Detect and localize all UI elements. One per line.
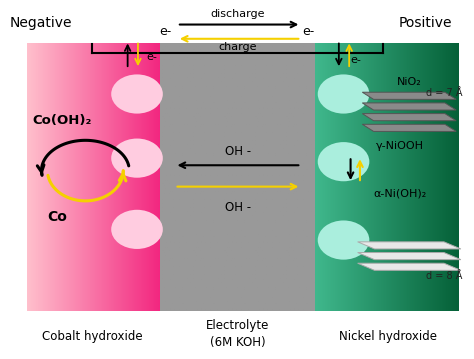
Text: Negative: Negative xyxy=(9,16,72,30)
Polygon shape xyxy=(362,124,456,131)
Text: NiO₂: NiO₂ xyxy=(397,76,421,87)
Text: OH -: OH - xyxy=(225,201,251,214)
Text: α-Ni(OH)₂: α-Ni(OH)₂ xyxy=(373,188,427,198)
Text: d = 8 Å: d = 8 Å xyxy=(426,271,462,281)
Text: Cobalt hydroxide: Cobalt hydroxide xyxy=(42,330,143,343)
Polygon shape xyxy=(357,263,461,270)
Text: e-: e- xyxy=(146,52,157,62)
Text: Electrolyte
(6M KOH): Electrolyte (6M KOH) xyxy=(206,320,270,349)
Circle shape xyxy=(318,220,369,260)
Text: e-: e- xyxy=(302,25,314,38)
Text: Nickel hydroxide: Nickel hydroxide xyxy=(339,330,437,343)
Polygon shape xyxy=(362,103,456,110)
Text: d = 7 Å: d = 7 Å xyxy=(426,88,462,98)
Text: discharge: discharge xyxy=(210,9,265,19)
Text: Positive: Positive xyxy=(399,16,452,30)
Circle shape xyxy=(318,74,369,113)
Circle shape xyxy=(318,142,369,181)
Text: Co: Co xyxy=(47,210,67,224)
Text: e-: e- xyxy=(351,55,362,65)
Text: Co(OH)₂: Co(OH)₂ xyxy=(32,114,91,127)
Text: γ-NiOOH: γ-NiOOH xyxy=(376,141,424,151)
Polygon shape xyxy=(362,92,456,99)
Circle shape xyxy=(111,74,163,113)
Circle shape xyxy=(111,210,163,249)
Polygon shape xyxy=(362,113,456,121)
Text: OH -: OH - xyxy=(225,145,251,158)
Text: charge: charge xyxy=(219,42,257,52)
Polygon shape xyxy=(357,252,461,260)
Circle shape xyxy=(111,139,163,178)
Text: e-: e- xyxy=(159,25,171,38)
Polygon shape xyxy=(357,242,461,249)
